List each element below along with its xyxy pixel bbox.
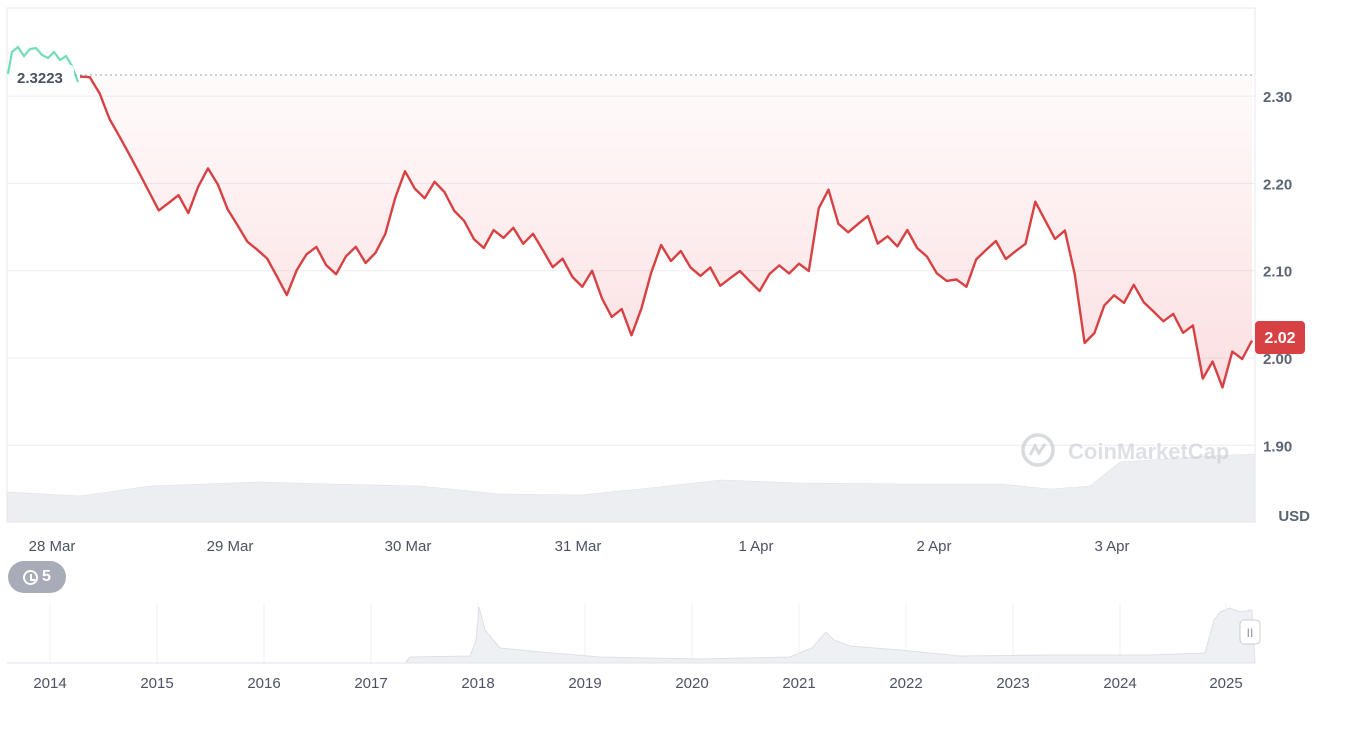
current-price-value: 2.02: [1264, 330, 1295, 347]
navigator-history-area: [7, 606, 1256, 664]
navigator-x-tick-label: 2020: [675, 675, 708, 692]
x-tick-label: 28 Mar: [29, 538, 76, 555]
navigator-x-tick-label: 2022: [889, 675, 922, 692]
current-price-badge: 2.02: [1255, 321, 1305, 354]
navigator-x-tick-label: 2014: [33, 675, 66, 692]
x-tick-label: 3 Apr: [1094, 538, 1129, 555]
history-count: 5: [42, 568, 51, 585]
x-tick-label: 1 Apr: [738, 538, 773, 555]
navigator-area[interactable]: [7, 603, 1255, 663]
y-tick-label: 1.90: [1263, 438, 1292, 455]
watermark-text: CoinMarketCap: [1068, 439, 1229, 464]
y-tick-label: 2.10: [1263, 264, 1292, 281]
coinmarketcap-logo-icon: [1021, 433, 1055, 467]
navigator-x-tick-label: 2015: [140, 675, 173, 692]
navigator-x-tick-label: 2024: [1103, 675, 1136, 692]
price-line-up: [6, 45, 80, 83]
navigator-x-tick-label: 2019: [568, 675, 601, 692]
navigator-x-tick-label: 2025: [1209, 675, 1242, 692]
y-tick-label: 2.20: [1263, 176, 1292, 193]
x-tick-label: 30 Mar: [385, 538, 432, 555]
navigator-x-tick-label: 2023: [996, 675, 1029, 692]
volume-area: [6, 453, 1256, 523]
y-tick-label: 2.30: [1263, 89, 1292, 106]
navigator-x-tick-label: 2021: [782, 675, 815, 692]
x-axis: 28 Mar 29 Mar 30 Mar 31 Mar 1 Apr 2 Apr 3 Apr: [29, 538, 1130, 555]
navigator-x-axis: 2014 2015 2016 2017 2018 2019 2020 2021 2022 2023…: [33, 675, 1242, 692]
navigator-handle[interactable]: II: [1239, 619, 1261, 645]
unit-label: USD: [1278, 508, 1310, 525]
navigator-x-tick-label: 2018: [461, 675, 494, 692]
coinmarketcap-watermark: CoinMarketCap: [1021, 433, 1229, 467]
navigator-x-tick-label: 2016: [247, 675, 280, 692]
x-tick-label: 29 Mar: [207, 538, 254, 555]
y-tick-label: 2.00: [1263, 351, 1292, 368]
history-button[interactable]: 5: [8, 561, 66, 593]
price-area: [80, 76, 1252, 388]
x-tick-label: 2 Apr: [916, 538, 951, 555]
navigator-x-tick-label: 2017: [354, 675, 387, 692]
price-line: [79, 75, 1254, 389]
open-price-label: 2.3223: [10, 65, 74, 89]
y-axis: 2.30 2.20 2.10 2.00 1.90: [1263, 89, 1292, 455]
history-icon: [23, 569, 39, 585]
navigator[interactable]: II 2014 2015 2016 2017 2018 2019 2020 2021 2022 2…: [7, 603, 1261, 692]
navigator-handle-grip: II: [1247, 626, 1254, 640]
open-price-value: 2.3223: [17, 70, 63, 87]
x-tick-label: 31 Mar: [555, 538, 602, 555]
